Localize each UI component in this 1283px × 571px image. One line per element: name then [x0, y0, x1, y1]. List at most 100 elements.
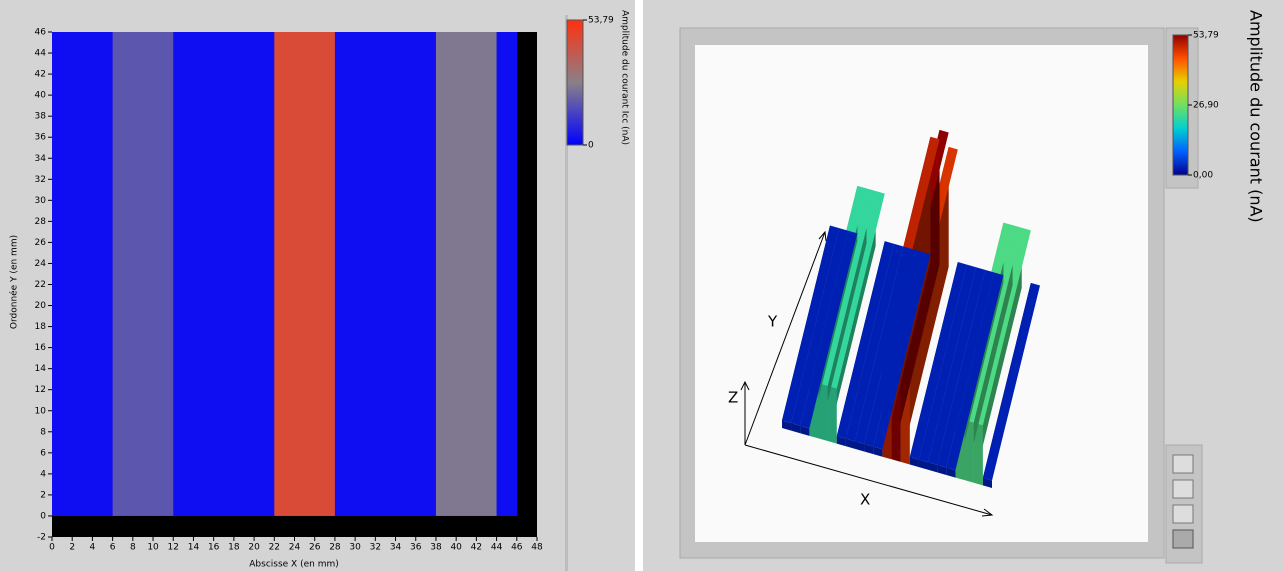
surface-front	[964, 420, 974, 483]
x-tick-label: 14	[188, 543, 200, 553]
colorbar	[1172, 34, 1189, 176]
surface-front	[973, 422, 983, 486]
x-tick-label: 42	[471, 543, 482, 553]
x-tick-label: 24	[289, 543, 301, 553]
surface-front	[982, 477, 992, 488]
x-tick-label: 12	[168, 543, 179, 553]
x-tick-label: 30	[349, 543, 361, 553]
heat-cell	[254, 32, 275, 516]
heat-cell	[456, 32, 477, 516]
surface-front	[818, 383, 828, 442]
colorbar-label: Amplitude du courant Icc (nA)	[620, 10, 630, 145]
surface-front	[827, 386, 837, 444]
colorbar-tick-label: 0,00	[1193, 171, 1213, 181]
surface-top	[836, 241, 894, 439]
surface-top	[855, 246, 913, 444]
surface-front	[937, 464, 947, 475]
surface-top	[800, 230, 858, 429]
x-tick-label: 48	[531, 543, 543, 553]
arrow-head	[981, 508, 994, 517]
heat-cell	[375, 32, 397, 516]
x-tick-label: 0	[49, 543, 55, 553]
y-tick-label: 26	[35, 238, 47, 248]
x-tick-label: 40	[450, 543, 462, 553]
heat-cell	[153, 32, 174, 516]
view-3d-button[interactable]	[1172, 529, 1194, 549]
surface-top	[873, 251, 931, 450]
surface-front	[918, 459, 929, 470]
y-tick-label: 30	[35, 196, 47, 206]
y-tick-label: 20	[35, 301, 47, 311]
y-tick-label: 46	[35, 28, 47, 38]
y-tick-label: 16	[35, 343, 47, 353]
surface-front	[928, 462, 938, 473]
y-tick-label: 12	[35, 385, 46, 395]
x-tick-label: 28	[329, 543, 341, 553]
arrow-head	[818, 230, 827, 242]
surface-top	[909, 262, 967, 460]
y-axis-arrow	[744, 231, 826, 446]
y-tick-label: -2	[37, 533, 46, 543]
colorbar	[566, 19, 584, 146]
heat-cell	[193, 32, 215, 516]
y-tick-label: 28	[35, 217, 47, 227]
heat-cell	[213, 32, 235, 516]
surface-top	[928, 267, 986, 465]
y-tick-label: 0	[40, 511, 46, 521]
surface-front	[864, 443, 874, 455]
x-tick-label: 22	[269, 543, 280, 553]
y-tick-label: 32	[35, 175, 46, 185]
y-tick-label: 6	[40, 448, 46, 458]
x-tick-label: 34	[390, 543, 402, 553]
heat-cell	[334, 32, 356, 516]
surface-front	[845, 438, 856, 449]
y-axis-label: Ordonnée Y (en mm)	[9, 235, 20, 329]
heat-cell	[395, 32, 417, 516]
x-tick-label: 16	[208, 543, 220, 553]
surface-top	[791, 228, 849, 426]
arrow-head	[740, 380, 750, 391]
heat-cell	[314, 32, 336, 516]
view-yz-button[interactable]	[1172, 504, 1194, 524]
divider	[565, 15, 568, 571]
heat-cell	[112, 32, 134, 516]
y-tick-label: 2	[40, 490, 46, 500]
surface-top	[946, 272, 1004, 471]
x-tick-label: 44	[491, 543, 503, 553]
heat-cell	[274, 32, 295, 516]
colorbar-tick-label: 26,90	[1193, 100, 1219, 110]
y-tick-label: 34	[35, 154, 47, 164]
view-xy-button[interactable]	[1172, 454, 1194, 474]
view-xz-button[interactable]	[1172, 479, 1194, 499]
x-tick-label: 36	[410, 543, 422, 553]
surface-top	[918, 264, 977, 463]
z-axis-label: Z	[728, 389, 738, 407]
y-tick-label: 18	[35, 322, 47, 332]
y-tick-label: 4	[40, 469, 46, 479]
x-tick-label: 2	[69, 543, 75, 553]
colorbar-tick-label: 53,79	[588, 16, 614, 26]
x-tick-label: 4	[90, 543, 96, 553]
x-axis-label: X	[860, 491, 870, 509]
y-tick-label: 42	[35, 70, 46, 80]
x-tick-label: 46	[511, 543, 523, 553]
surface-top	[937, 269, 995, 468]
y-tick-label: 10	[35, 406, 47, 416]
x-tick-label: 38	[430, 543, 442, 553]
surface-front	[909, 457, 919, 468]
x-tick-label: 10	[147, 543, 159, 553]
surface-front	[800, 425, 810, 436]
surface-top	[782, 225, 840, 424]
y-tick-label: 36	[35, 133, 47, 143]
heat-cell	[132, 32, 154, 516]
x-axis-arrow	[744, 444, 993, 516]
surface-front	[836, 436, 846, 447]
heat-cell	[52, 32, 73, 516]
y-tick-label: 38	[35, 112, 47, 122]
heat-cell	[496, 32, 518, 516]
surface-front	[782, 420, 792, 431]
y-tick-label: 44	[35, 49, 47, 59]
y-tick-label: 8	[40, 427, 46, 437]
y-tick-label: 22	[35, 280, 46, 290]
